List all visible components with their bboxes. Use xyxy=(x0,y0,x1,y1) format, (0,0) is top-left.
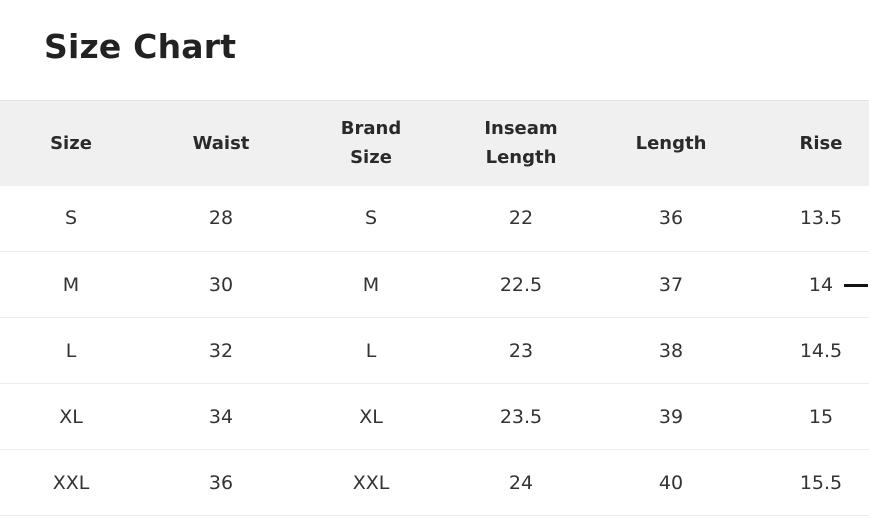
table-cell: 30 xyxy=(208,273,234,296)
column-header-text: Rise xyxy=(799,132,843,154)
table-cell: 36 xyxy=(208,471,234,494)
table-cell: M xyxy=(62,273,80,296)
table-cell: 34 xyxy=(208,405,234,428)
table-cell: S xyxy=(364,207,378,230)
table-cell: XL xyxy=(359,405,383,428)
table-cell: 22 xyxy=(508,207,534,230)
table-cell: 38 xyxy=(658,339,684,362)
column-header-text: Size xyxy=(350,147,392,169)
table-row: XXL 36 XXL 24 40 15.5 xyxy=(0,450,869,516)
table-row: L 32 L 23 38 14.5 xyxy=(0,318,869,384)
column-header-text: Length xyxy=(485,147,557,169)
column-header: Rise xyxy=(746,101,869,186)
table-cell: XXL xyxy=(52,471,90,494)
table-cell: S xyxy=(64,207,78,230)
table-cell: 14 xyxy=(808,273,834,296)
table-cell: 15.5 xyxy=(799,471,843,494)
table-header-row: Size Waist Brand Size Inseam Length Length Rise xyxy=(0,100,869,186)
table-cell: XXL xyxy=(352,471,390,494)
page-title: Size Chart xyxy=(44,27,237,66)
column-header: Size xyxy=(0,101,146,186)
table-cell: 13.5 xyxy=(799,207,843,230)
column-header: Inseam Length xyxy=(446,101,596,186)
table-cell: 40 xyxy=(658,471,684,494)
table-cell: L xyxy=(365,339,377,362)
table-row: M 30 M 22.5 37 14 xyxy=(0,252,869,318)
column-header-text: Waist xyxy=(192,132,250,154)
table-row: S 28 S 22 36 13.5 xyxy=(0,186,869,252)
minus-icon xyxy=(844,284,868,287)
table-cell: M xyxy=(362,273,380,296)
table-row: XL 34 XL 23.5 39 15 xyxy=(0,384,869,450)
table-cell: 39 xyxy=(658,405,684,428)
column-header-text: Brand xyxy=(340,118,402,140)
table-cell: XL xyxy=(59,405,83,428)
table-cell: 15 xyxy=(808,405,834,428)
table-cell: 23 xyxy=(508,339,534,362)
table-cell: 28 xyxy=(208,207,234,230)
table-cell: 32 xyxy=(208,339,234,362)
column-header: Waist xyxy=(146,101,296,186)
column-header-text: Size xyxy=(50,132,92,154)
size-chart-table: Size Waist Brand Size Inseam Length Length Rise… xyxy=(0,100,869,516)
table-cell: 22.5 xyxy=(499,273,543,296)
column-header: Length xyxy=(596,101,746,186)
table-cell: 37 xyxy=(658,273,684,296)
column-header: Brand Size xyxy=(296,101,446,186)
column-header-text: Length xyxy=(635,132,707,154)
table-cell: 23.5 xyxy=(499,405,543,428)
table-cell: 36 xyxy=(658,207,684,230)
table-cell: 14.5 xyxy=(799,339,843,362)
column-header-text: Inseam xyxy=(484,118,558,140)
table-cell: L xyxy=(65,339,77,362)
table-cell: 24 xyxy=(508,471,534,494)
